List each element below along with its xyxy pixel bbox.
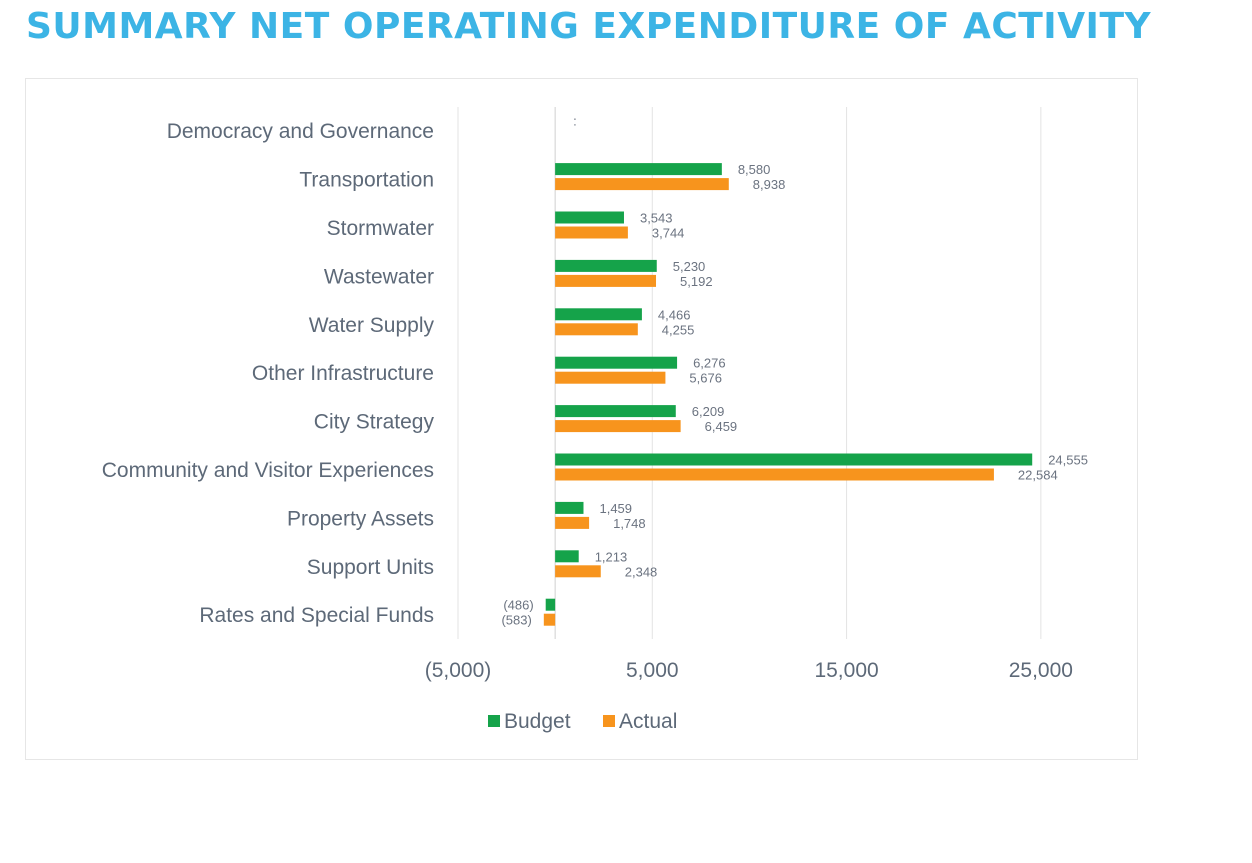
actual-bar xyxy=(555,178,729,191)
budget-bar xyxy=(555,163,722,176)
budget-bar xyxy=(555,453,1033,466)
budget-bar xyxy=(545,598,556,611)
category-label: Stormwater xyxy=(327,217,434,240)
chart-frame: (5,000) 5,000 15,000 25,000 Democracy and Go… xyxy=(25,78,1138,760)
data-label: 6,276 xyxy=(693,356,726,371)
data-label: 4,255 xyxy=(662,322,695,337)
data-label: : xyxy=(573,114,577,129)
category-label: City Strategy xyxy=(314,411,435,434)
category-label: Wastewater xyxy=(324,265,434,288)
actual-bar xyxy=(555,323,638,336)
data-label: 4,466 xyxy=(658,307,691,322)
data-label: 24,555 xyxy=(1048,453,1088,468)
data-label: 5,230 xyxy=(673,259,706,274)
data-label: 3,744 xyxy=(652,226,685,241)
category-label: Community and Visitor Experiences xyxy=(102,459,434,482)
budget-bar xyxy=(555,405,676,418)
data-label: 5,192 xyxy=(680,274,713,289)
legend-swatch-actual xyxy=(603,715,615,727)
actual-bar xyxy=(555,565,601,578)
legend-label-actual: Actual xyxy=(619,710,677,733)
x-tick-label: 25,000 xyxy=(1009,659,1073,682)
data-label: 5,676 xyxy=(689,371,722,386)
data-label: (486) xyxy=(503,598,533,613)
category-label: Property Assets xyxy=(287,507,434,530)
data-label: 6,459 xyxy=(705,419,738,434)
budget-bar xyxy=(555,550,579,563)
x-tick-label: 5,000 xyxy=(626,659,679,682)
category-label: Democracy and Governance xyxy=(167,120,434,143)
data-label: 1,748 xyxy=(613,516,646,531)
data-label: 2,348 xyxy=(625,564,658,579)
category-label: Rates and Special Funds xyxy=(199,604,434,627)
data-label: 8,938 xyxy=(753,177,786,192)
budget-bar xyxy=(555,259,657,272)
actual-bar xyxy=(543,613,556,626)
x-tick-label: 15,000 xyxy=(814,659,878,682)
budget-bar xyxy=(555,211,624,224)
legend-label-budget: Budget xyxy=(504,710,571,733)
page-title: SUMMARY NET OPERATING EXPENDITURE OF ACT… xyxy=(26,6,1152,47)
data-label: 6,209 xyxy=(692,404,725,419)
legend-swatch-budget xyxy=(488,715,500,727)
actual-bar xyxy=(555,468,994,481)
budget-bar xyxy=(555,356,678,369)
budget-bar xyxy=(555,308,642,321)
category-label: Transportation xyxy=(299,169,434,192)
category-label: Other Infrastructure xyxy=(252,362,434,385)
x-tick-label: (5,000) xyxy=(425,659,492,682)
data-label: 8,580 xyxy=(738,162,771,177)
category-label: Water Supply xyxy=(309,314,435,337)
actual-bar xyxy=(555,420,681,433)
data-label: 1,213 xyxy=(595,549,628,564)
actual-bar xyxy=(555,371,666,384)
budget-bar xyxy=(555,501,584,514)
actual-bar xyxy=(555,226,628,239)
category-label: Support Units xyxy=(307,556,434,579)
bar-chart: (5,000) 5,000 15,000 25,000 Democracy and Go… xyxy=(102,107,1088,733)
data-label: 22,584 xyxy=(1018,468,1058,483)
data-label: (583) xyxy=(501,613,531,628)
data-label: 1,459 xyxy=(599,501,632,516)
actual-bar xyxy=(555,274,657,287)
actual-bar xyxy=(555,516,590,529)
data-label: 3,543 xyxy=(640,211,673,226)
